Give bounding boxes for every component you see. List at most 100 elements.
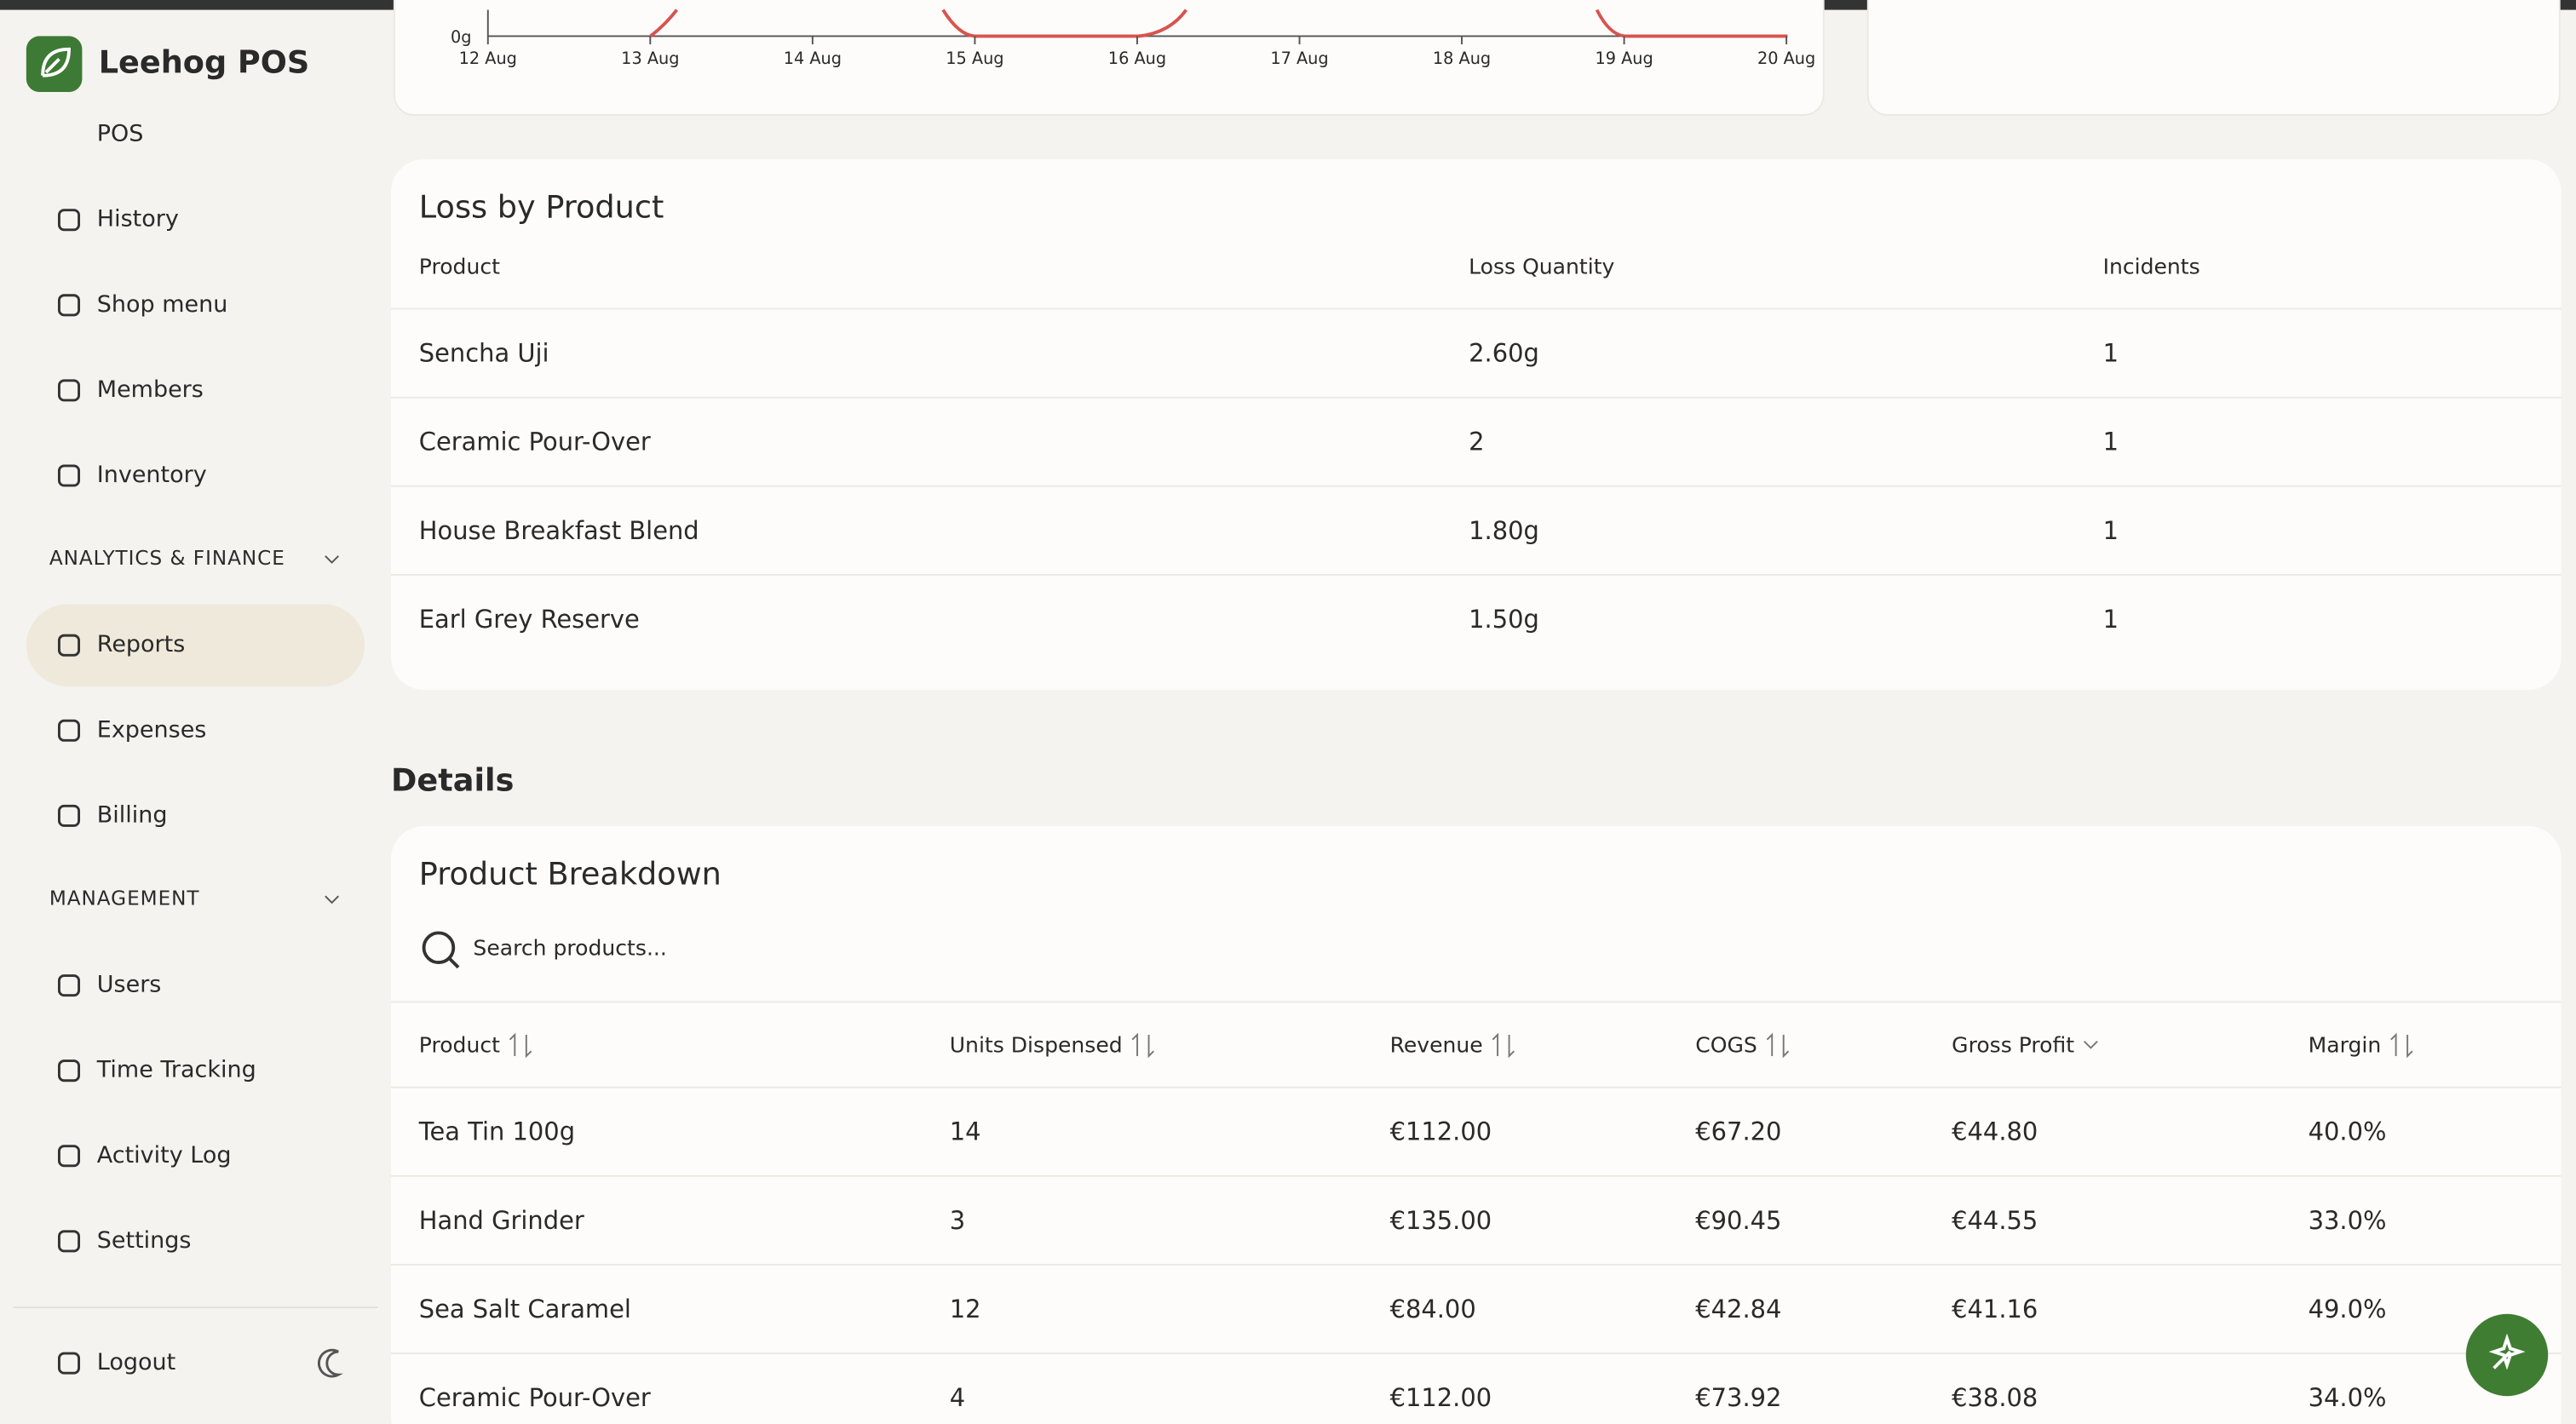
card-title: Loss by Product xyxy=(419,188,664,225)
nav-item[interactable]: Activity Log xyxy=(97,1142,232,1168)
nav-item[interactable]: POS xyxy=(97,121,144,147)
cell: Ceramic Pour-Over xyxy=(419,1383,651,1412)
x-tick-label: 15 Aug xyxy=(946,49,1003,68)
cell: €44.80 xyxy=(1952,1117,2038,1146)
x-tick-label: 18 Aug xyxy=(1433,49,1491,68)
cell: €112.00 xyxy=(1390,1117,1492,1146)
cell: Sea Salt Caramel xyxy=(419,1295,631,1324)
cell: €41.16 xyxy=(1952,1295,2038,1324)
column-header[interactable]: Product xyxy=(419,1032,500,1057)
cell: 3 xyxy=(950,1206,965,1235)
sort-icon xyxy=(1131,1032,1155,1059)
column-header[interactable]: Revenue xyxy=(1390,1032,1483,1057)
nav-item[interactable]: Expenses xyxy=(97,716,207,743)
theme-toggle[interactable] xyxy=(317,1348,339,1378)
x-tick-label: 19 Aug xyxy=(1595,49,1653,68)
nav-icon xyxy=(57,209,81,232)
cell: Sencha Uji xyxy=(419,339,549,368)
nav-item[interactable]: Settings xyxy=(97,1227,192,1254)
cell: House Breakfast Blend xyxy=(419,516,699,545)
x-tick-label: 17 Aug xyxy=(1270,49,1328,68)
logout[interactable]: Logout xyxy=(97,1349,175,1375)
cell: 14 xyxy=(950,1117,981,1146)
x-tick-label: 16 Aug xyxy=(1108,49,1166,68)
cell: Hand Grinder xyxy=(419,1206,584,1235)
y-tick-label: 0g xyxy=(451,27,472,47)
search-icon xyxy=(449,957,460,969)
logo-leaf xyxy=(41,47,71,78)
search-icon xyxy=(422,931,456,965)
sort-icon xyxy=(1766,1032,1790,1059)
sort-icon xyxy=(2390,1032,2413,1059)
chart-card xyxy=(393,0,1825,116)
search-input[interactable]: Search products... xyxy=(473,936,666,961)
column-header[interactable]: Gross Profit xyxy=(1952,1032,2074,1057)
nav-icon xyxy=(57,294,81,317)
column-header[interactable]: Margin xyxy=(2309,1032,2382,1057)
chevron xyxy=(325,895,339,904)
assistant-icon xyxy=(2488,1333,2526,1370)
cell: €67.20 xyxy=(1695,1117,1781,1146)
cell: 33.0% xyxy=(2309,1206,2387,1235)
card-title: Product Breakdown xyxy=(419,855,722,892)
nav-icon xyxy=(57,1145,81,1168)
section-title[interactable]: MANAGEMENT xyxy=(49,888,200,910)
nav-icon xyxy=(57,1059,81,1082)
nav-icon xyxy=(57,464,81,487)
cell: €112.00 xyxy=(1390,1383,1492,1412)
nav-item[interactable]: Shop menu xyxy=(97,291,228,318)
cell: 12 xyxy=(950,1295,981,1324)
cell: 4 xyxy=(950,1383,965,1412)
nav-item[interactable]: Inventory xyxy=(97,462,207,488)
column-header: Loss Quantity xyxy=(1469,254,1614,278)
cell: Ceramic Pour-Over xyxy=(419,428,651,456)
column-header[interactable]: Units Dispensed xyxy=(950,1032,1123,1057)
cell: €73.92 xyxy=(1695,1383,1781,1412)
cell: Earl Grey Reserve xyxy=(419,605,640,634)
cell: €42.84 xyxy=(1695,1295,1781,1324)
nav-icon xyxy=(57,634,81,657)
x-tick-label: 13 Aug xyxy=(621,49,679,68)
nav-item[interactable]: History xyxy=(97,206,179,233)
cell: 1 xyxy=(2103,516,2119,545)
loss-card xyxy=(390,159,2562,690)
cell: 1 xyxy=(2103,605,2119,634)
column-header[interactable]: COGS xyxy=(1695,1032,1757,1057)
breakdown-card xyxy=(391,826,2562,1424)
cell: 34.0% xyxy=(2309,1383,2387,1412)
sort-icon xyxy=(509,1032,532,1059)
column-header: Product xyxy=(419,254,500,278)
nav-icon xyxy=(57,974,81,997)
cell: 49.0% xyxy=(2309,1295,2387,1324)
cell: 1.80g xyxy=(1469,516,1539,545)
cell: €44.55 xyxy=(1952,1206,2038,1235)
column-header: Incidents xyxy=(2103,254,2200,278)
chevron xyxy=(325,555,339,564)
nav-item[interactable]: Reports xyxy=(97,631,186,657)
cell: Tea Tin 100g xyxy=(418,1117,575,1146)
cell: €90.45 xyxy=(1695,1206,1781,1235)
loss-line xyxy=(649,9,1788,38)
x-tick-label: 14 Aug xyxy=(784,49,842,68)
nav-icon xyxy=(57,1352,81,1375)
nav-item[interactable]: Billing xyxy=(97,801,168,828)
nav-icon xyxy=(57,804,81,827)
nav-icon xyxy=(57,379,81,402)
cell: 1.50g xyxy=(1469,605,1539,634)
cell: 2 xyxy=(1469,428,1484,456)
nav-item[interactable]: Users xyxy=(97,972,162,998)
cell: €38.08 xyxy=(1952,1383,2038,1412)
section-heading: Details xyxy=(391,761,514,798)
section-title[interactable]: ANALYTICS & FINANCE xyxy=(49,548,285,570)
cell: €135.00 xyxy=(1390,1206,1492,1235)
brand: Leehog POS xyxy=(99,44,310,81)
x-tick-label: 20 Aug xyxy=(1757,49,1815,68)
nav-item[interactable]: Time Tracking xyxy=(96,1057,256,1083)
nav-item[interactable]: Members xyxy=(97,376,204,403)
cell: €84.00 xyxy=(1390,1295,1476,1324)
nav-icon xyxy=(57,719,81,742)
cell: 1 xyxy=(2103,428,2119,456)
nav-active xyxy=(26,604,365,686)
